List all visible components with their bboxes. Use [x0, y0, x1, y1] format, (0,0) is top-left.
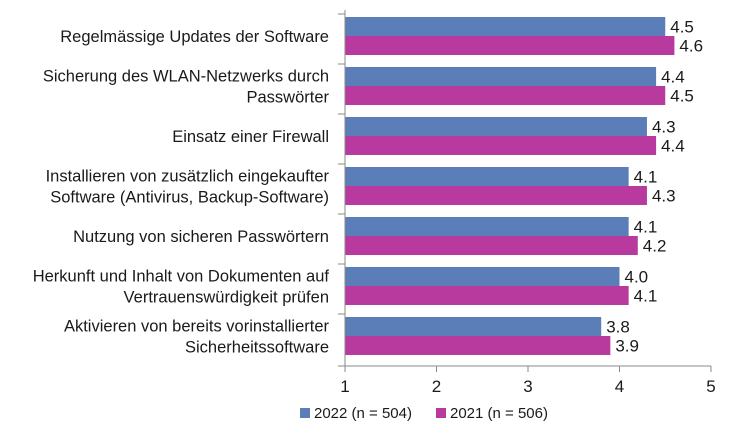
- bar-2021-6: [345, 336, 611, 355]
- bar-2021-1: [345, 86, 666, 105]
- value-label-2022-1: 4.4: [661, 68, 685, 87]
- bar-2021-4: [345, 236, 638, 255]
- bar-2022-6: [345, 317, 602, 336]
- value-label-2021-4: 4.2: [643, 237, 667, 256]
- legend-label-2021: 2021 (n = 506): [450, 405, 548, 422]
- axes: 1 2 3 4 5: [338, 10, 716, 396]
- value-label-2022-6: 3.8: [606, 318, 630, 337]
- legend-swatch-2022: [300, 408, 310, 418]
- value-label-2021-2: 4.4: [661, 137, 685, 156]
- x-tick-label: 5: [706, 377, 715, 396]
- category-label: Sicherung des WLAN-Netzwerks durch: [43, 68, 329, 86]
- category-label: Regelmässige Updates der Software: [60, 28, 329, 46]
- value-label-2021-0: 4.6: [679, 37, 703, 56]
- value-label-2022-2: 4.3: [652, 118, 676, 137]
- bar-2021-2: [345, 136, 657, 155]
- value-label-2021-1: 4.5: [670, 87, 694, 106]
- x-tick-label: 4: [615, 377, 624, 396]
- bar-2022-4: [345, 217, 629, 236]
- legend-label-2022: 2022 (n = 504): [314, 405, 412, 422]
- bars-group: [345, 17, 675, 355]
- value-label-2022-3: 4.1: [634, 168, 658, 187]
- value-labels: 4.54.64.44.54.34.44.14.34.14.24.04.13.83…: [606, 18, 703, 356]
- x-tick-label: 3: [523, 377, 532, 396]
- category-label: Einsatz einer Firewall: [172, 128, 329, 146]
- bar-2022-2: [345, 117, 647, 136]
- category-label: Passwörter: [246, 89, 329, 107]
- legend: 2022 (n = 504) 2021 (n = 506): [300, 405, 548, 422]
- bar-2022-1: [345, 67, 657, 86]
- value-label-2021-6: 3.9: [615, 337, 639, 356]
- bar-2022-3: [345, 167, 629, 186]
- category-label: Nutzung von sicheren Passwörtern: [73, 228, 329, 246]
- bar-2021-3: [345, 186, 647, 205]
- value-label-2022-0: 4.5: [670, 18, 694, 37]
- value-label-2022-5: 4.0: [625, 268, 649, 287]
- category-label: Installieren von zusätzlich eingekaufter: [46, 168, 330, 186]
- category-label: Herkunft und Inhalt von Dokumenten auf: [33, 268, 330, 286]
- category-label: Vertrauenswürdigkeit prüfen: [124, 289, 329, 307]
- x-tick-label: 1: [340, 377, 349, 396]
- value-label-2021-3: 4.3: [652, 187, 676, 206]
- x-tick-label: 2: [432, 377, 441, 396]
- category-label: Software (Antivirus, Backup-Software): [50, 189, 329, 207]
- bar-2022-0: [345, 17, 666, 36]
- value-label-2021-5: 4.1: [634, 287, 658, 306]
- category-label: Aktivieren von bereits vorinstallierter: [64, 318, 330, 336]
- value-label-2022-4: 4.1: [634, 218, 658, 237]
- bar-2022-5: [345, 267, 620, 286]
- legend-swatch-2021: [436, 408, 446, 418]
- bar-2021-5: [345, 286, 629, 305]
- bar-2021-0: [345, 36, 675, 55]
- category-labels: Regelmässige Updates der Software Sicheru…: [33, 28, 330, 357]
- category-label: Sicherheitssoftware: [185, 339, 329, 357]
